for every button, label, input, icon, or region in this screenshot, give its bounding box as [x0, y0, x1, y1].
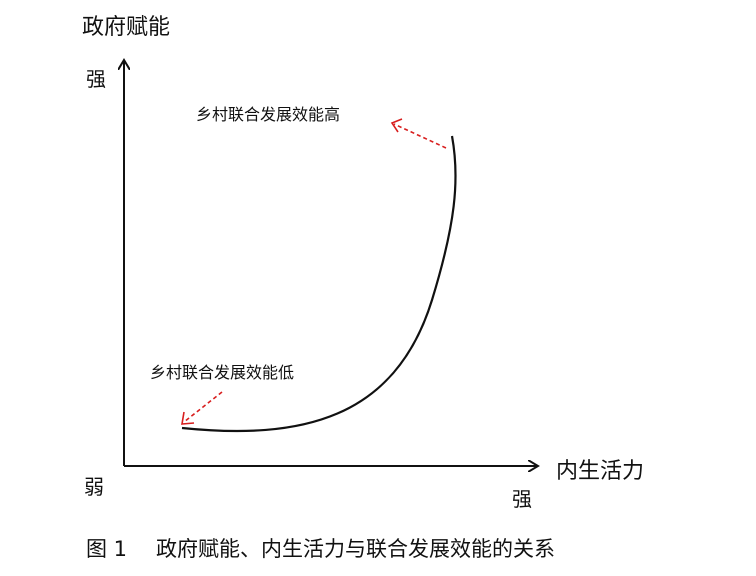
- y-axis-strong-label: 强: [86, 67, 106, 91]
- arrow-to-high-annotation: [393, 123, 447, 149]
- x-axis-title: 内生活力: [556, 459, 644, 484]
- efficiency-curve: [181, 135, 457, 433]
- annotation-low: 乡村联合发展效能低: [150, 363, 294, 382]
- figure-caption: 政府赋能、内生活力与联合发展效能的关系: [156, 537, 555, 561]
- arrow-to-curve-start: [183, 391, 223, 423]
- x-axis-strong-label: 强: [512, 487, 532, 511]
- origin-weak-label: 弱: [84, 475, 104, 499]
- annotation-high: 乡村联合发展效能高: [196, 105, 340, 124]
- figure-number: 图 1: [86, 537, 127, 561]
- arrow-head-high: [390, 118, 403, 133]
- y-axis-title: 政府赋能: [82, 15, 170, 40]
- arrow-head-low: [181, 411, 195, 425]
